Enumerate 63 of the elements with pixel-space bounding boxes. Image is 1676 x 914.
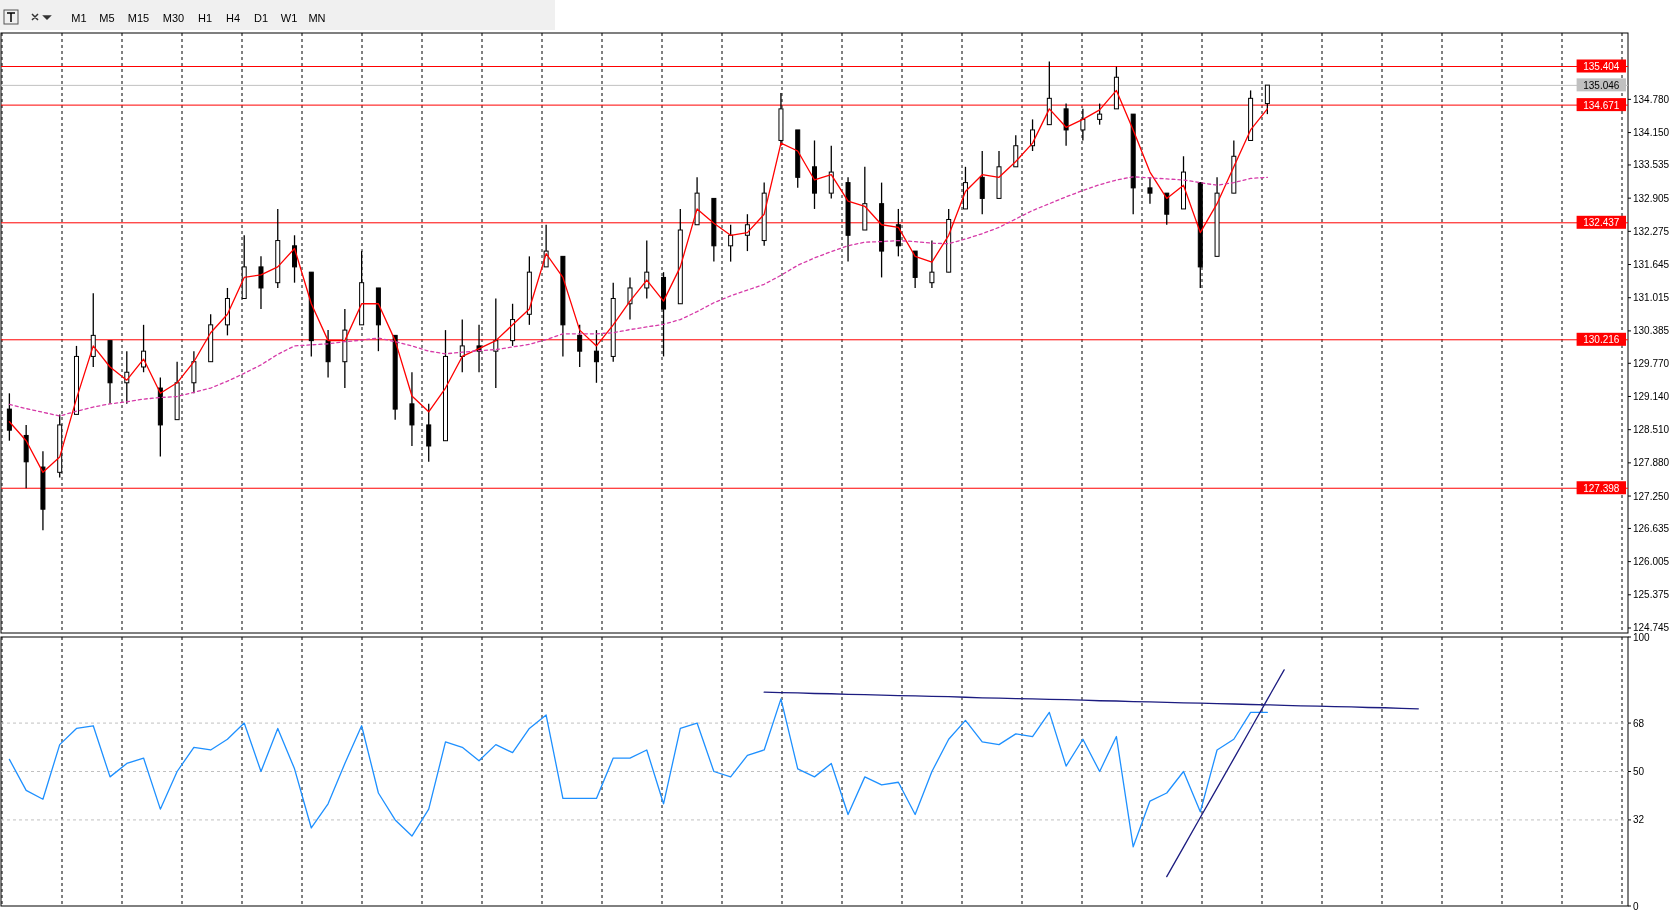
candlestick: [1164, 192, 1170, 226]
y-tick-label: 0: [1633, 900, 1639, 912]
y-tick-label: 129.140: [1633, 390, 1670, 402]
candlestick: [627, 276, 633, 321]
candlestick: [744, 213, 750, 252]
candlestick: [1097, 102, 1103, 126]
candlestick: [409, 371, 415, 447]
candlestick: [929, 239, 935, 289]
text: H1: [197, 11, 213, 24]
candlestick: [828, 145, 834, 200]
y-tick-label: 131.645: [1633, 259, 1670, 271]
y-tick-label: 133.535: [1633, 159, 1670, 171]
ref-line-label: 135.404: [1583, 61, 1620, 72]
candlestick: [258, 255, 264, 310]
candlestick: [1264, 84, 1270, 115]
candlestick: [1013, 134, 1019, 168]
ref-line-label: 132.437: [1583, 217, 1620, 229]
text: MN: [308, 11, 326, 24]
y-tick-label: 127.250: [1633, 490, 1670, 502]
y-tick-label: 127.880: [1633, 457, 1670, 469]
candlestick: [644, 239, 650, 300]
candlestick: [426, 403, 432, 463]
candlestick: [510, 303, 516, 347]
text: W1: [280, 11, 298, 24]
text: M1: [71, 11, 87, 24]
candlestick: [6, 392, 12, 442]
y-tick-label: 126.005: [1633, 556, 1670, 568]
y-tick-label: 134.780: [1633, 93, 1670, 105]
y-tick-label: 50: [1633, 766, 1645, 777]
y-tick-label: 32: [1633, 814, 1645, 826]
y-tick-label: 68: [1633, 717, 1645, 729]
ref-line-label: 127.398: [1583, 482, 1620, 494]
y-tick-label: 130.385: [1633, 325, 1670, 337]
candlestick: [1080, 108, 1086, 142]
y-tick-label: 126.635: [1633, 522, 1670, 534]
ref-line-label: 135.046: [1583, 79, 1620, 91]
candlestick: [1063, 102, 1069, 147]
y-tick-label: 132.275: [1633, 225, 1670, 237]
candlestick: [979, 150, 985, 215]
candlestick: [1147, 176, 1153, 205]
y-tick-label: 134.150: [1633, 127, 1670, 139]
y-tick-label: 129.770: [1633, 357, 1670, 369]
candlestick: [325, 329, 331, 379]
candlestick: [577, 324, 583, 368]
y-tick-label: 125.375: [1633, 589, 1670, 601]
line-series: [8, 698, 1269, 848]
candlestick: [493, 297, 499, 389]
candlestick: [728, 224, 734, 263]
y-tick-label: 128.510: [1633, 424, 1670, 436]
candlestick: [191, 350, 197, 394]
candlestick: [593, 329, 599, 384]
text: M30: [162, 11, 185, 24]
y-tick-label: 132.905: [1633, 192, 1670, 204]
line-series: [8, 176, 1269, 417]
ref-line-label: 130.216: [1583, 334, 1620, 346]
text: M15: [127, 11, 150, 24]
y-tick-label: 131.015: [1633, 292, 1670, 304]
text: H4: [225, 11, 241, 24]
y-tick-label: 124.745: [1633, 622, 1670, 634]
y-tick-label: 100: [1633, 631, 1651, 643]
text: D1: [253, 11, 269, 24]
ref-line-label: 134.671: [1583, 99, 1620, 111]
text: M5: [99, 11, 115, 24]
